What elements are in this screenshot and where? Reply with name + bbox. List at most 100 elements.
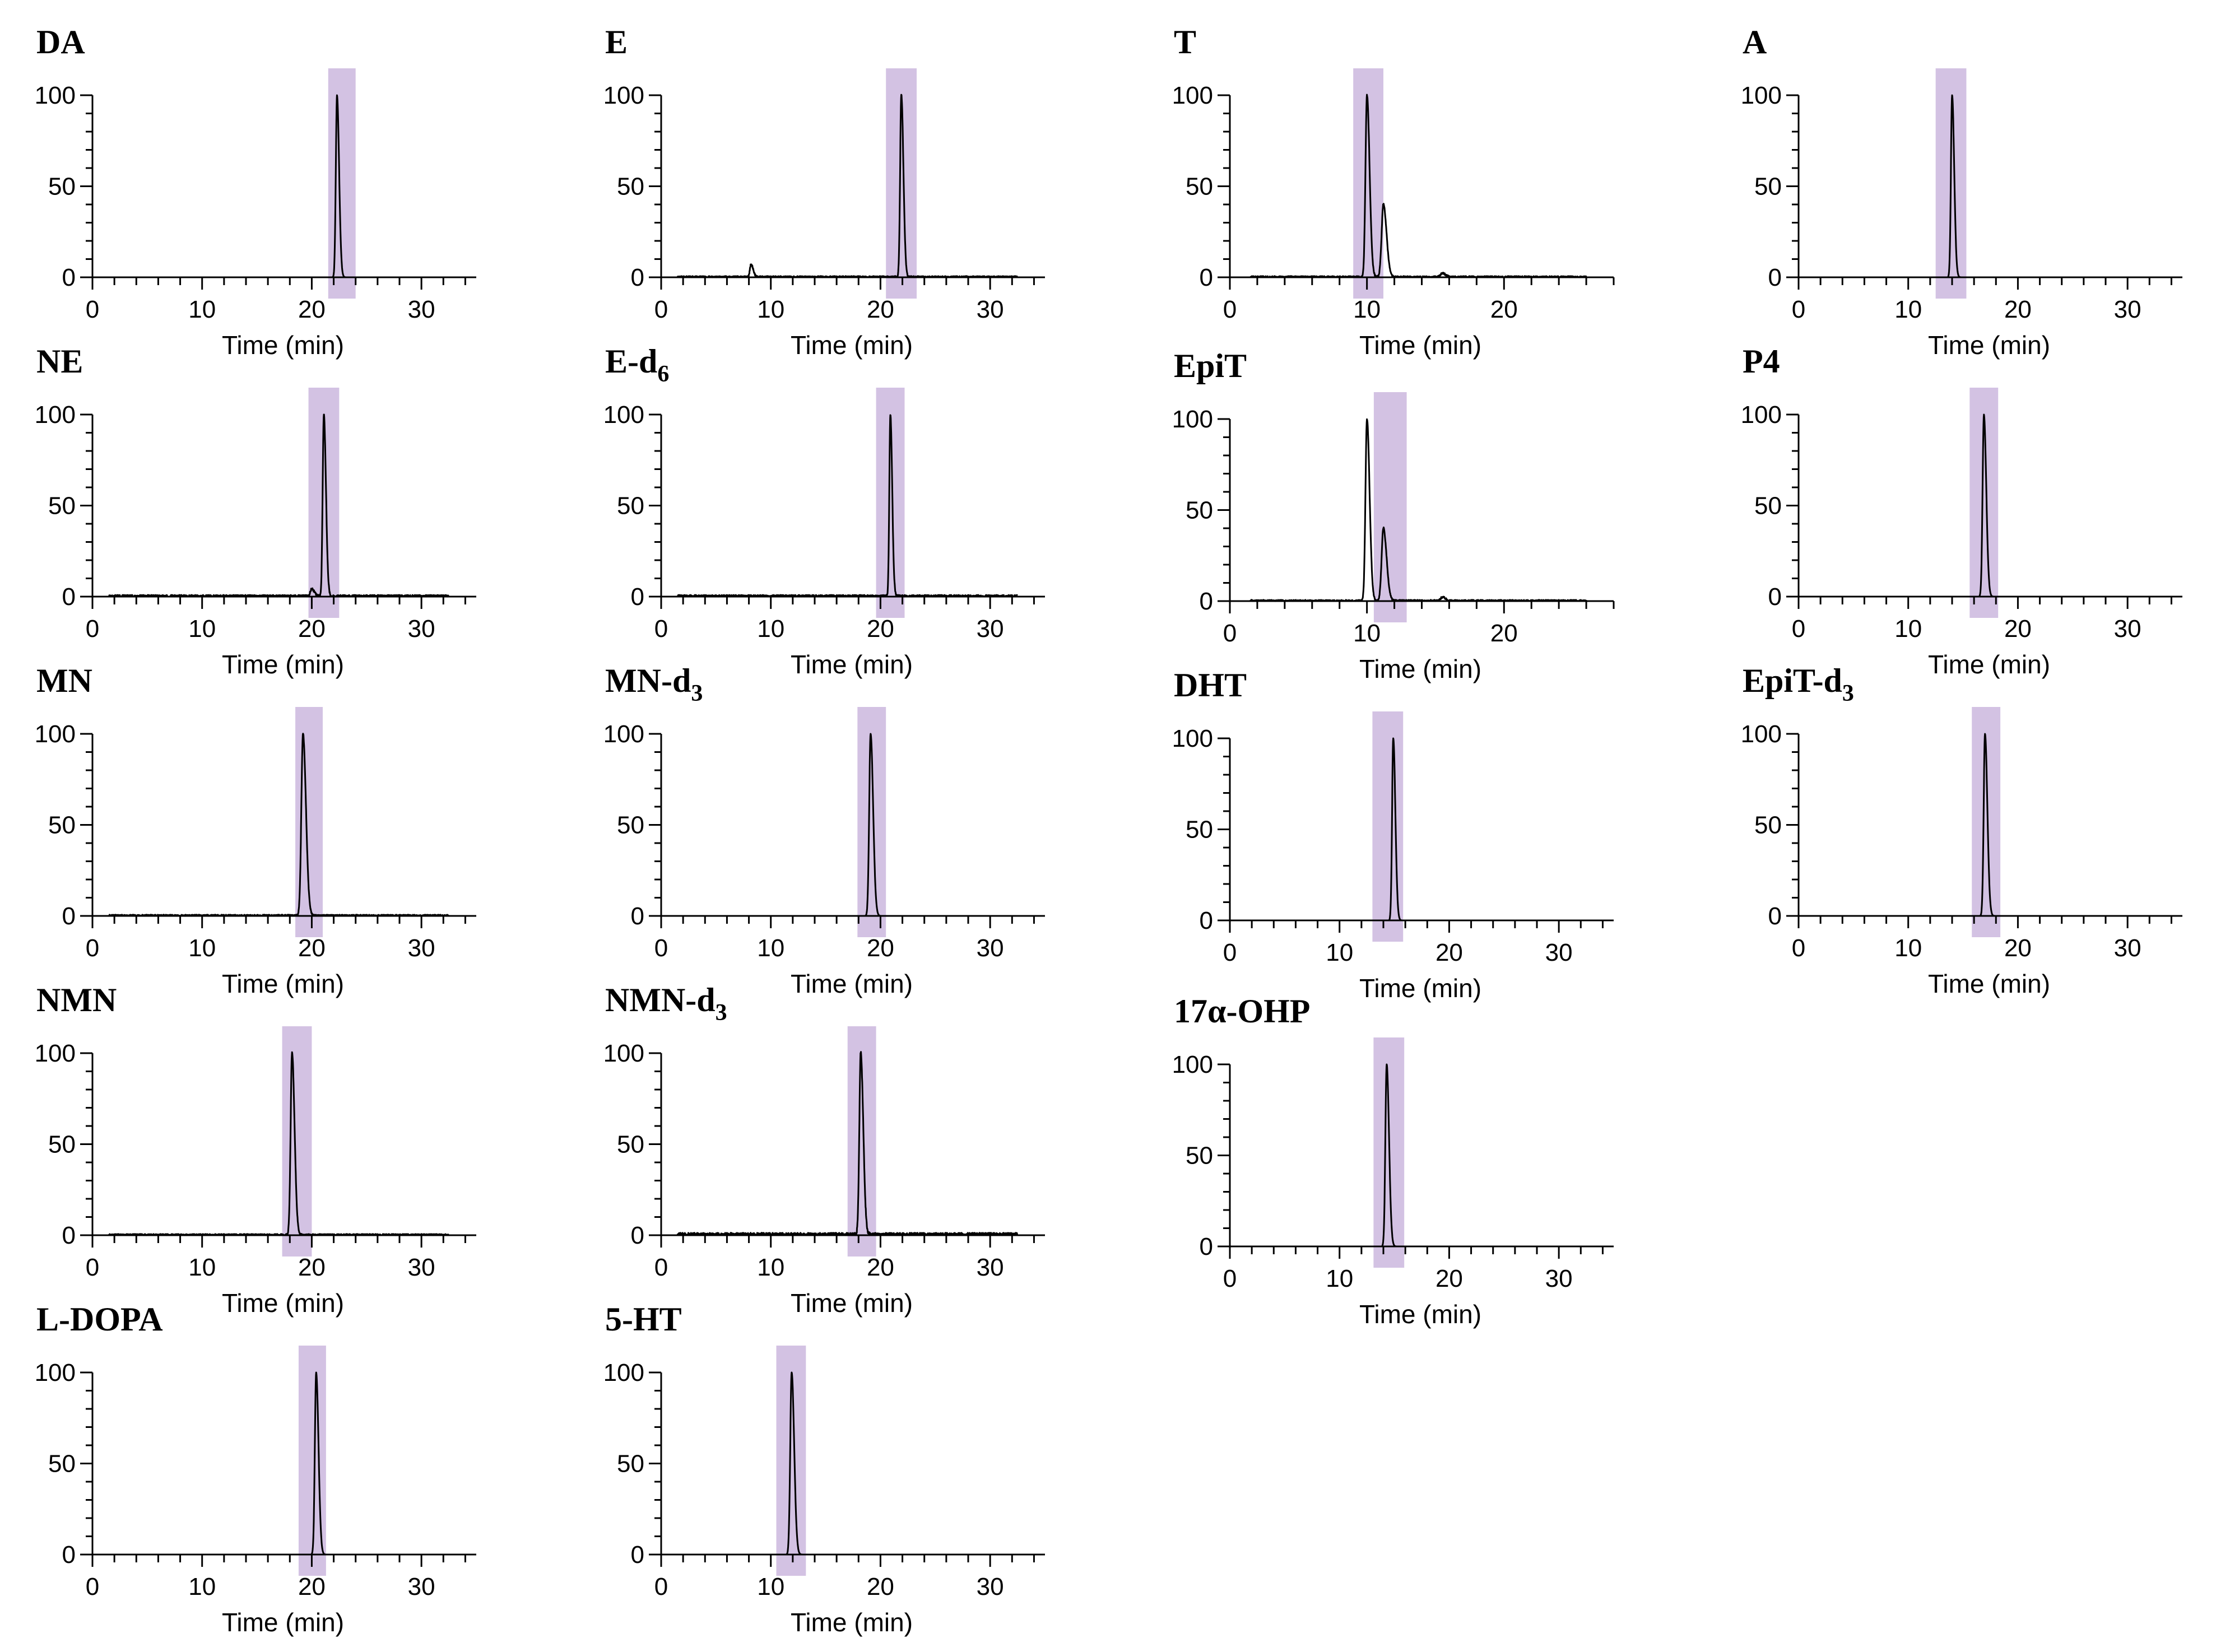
x-axis-title: Time (min) <box>1928 331 2050 360</box>
x-tick-label: 0 <box>654 615 668 643</box>
x-axis-title: Time (min) <box>222 1608 344 1637</box>
chromatogram-trace <box>108 733 450 917</box>
y-tick-label: 50 <box>617 1450 644 1478</box>
panel-title: E-d6 <box>605 343 669 387</box>
panel-title-main: MN-d <box>605 662 691 699</box>
x-tick-label: 30 <box>2114 296 2141 323</box>
x-tick-label: 30 <box>1545 939 1573 966</box>
y-tick-label: 100 <box>1172 406 1213 433</box>
x-tick-label: 10 <box>1894 615 1922 643</box>
chart-panel-A: A 0 50 100 0 10 20 30 Time (min) <box>1741 24 2182 360</box>
y-tick-label: 100 <box>35 82 76 109</box>
y-tick-label: 0 <box>1200 1233 1213 1260</box>
panel-title: MN <box>36 662 92 699</box>
y-tick-label: 0 <box>631 264 644 291</box>
x-tick-label: 0 <box>1792 296 1805 323</box>
x-axis-title: Time (min) <box>1359 654 1481 683</box>
chart-panel-5-HT: 5-HT 0 50 100 0 10 20 30 Time (min) <box>603 1301 1045 1637</box>
x-axis-title: Time (min) <box>222 1288 344 1318</box>
x-tick-label: 10 <box>188 1254 216 1281</box>
x-tick-label: 20 <box>298 1254 326 1281</box>
y-tick-label: 100 <box>35 720 76 748</box>
x-tick-label: 0 <box>1792 934 1805 962</box>
panel-title-subscript: 6 <box>657 361 669 387</box>
panel-title-main: EpiT <box>1174 347 1247 384</box>
y-tick-label: 100 <box>603 1359 644 1386</box>
x-tick-label: 20 <box>2004 615 2032 643</box>
x-tick-label: 10 <box>757 934 784 962</box>
panel-title-main: NMN <box>36 981 117 1018</box>
x-tick-label: 0 <box>86 1254 99 1281</box>
x-tick-label: 0 <box>86 934 99 962</box>
chart-panel-DHT: DHT 0 50 100 0 10 20 30 Time (min) <box>1172 667 1614 1003</box>
panel-title-main: E <box>605 24 628 61</box>
chart-panel-L-DOPA: L-DOPA 0 50 100 0 10 20 30 Time (min) <box>35 1301 476 1637</box>
x-tick-label: 30 <box>977 934 1004 962</box>
x-tick-label: 20 <box>1490 296 1518 323</box>
y-tick-label: 50 <box>1754 492 1782 520</box>
chart-panel-MN: MN 0 50 100 0 10 20 30 Time (min) <box>35 662 476 998</box>
x-tick-label: 20 <box>867 934 894 962</box>
y-tick-label: 50 <box>1186 1142 1213 1170</box>
x-tick-label: 10 <box>757 1573 784 1600</box>
y-tick-label: 0 <box>62 1222 76 1249</box>
x-tick-label: 10 <box>757 1254 784 1281</box>
panel-title-subscript: 3 <box>716 1000 727 1026</box>
x-tick-label: 0 <box>1223 620 1237 647</box>
x-tick-label: 0 <box>654 934 668 962</box>
x-tick-label: 30 <box>977 615 1004 643</box>
x-tick-label: 10 <box>188 296 216 323</box>
x-tick-label: 20 <box>867 1254 894 1281</box>
x-tick-label: 30 <box>408 1573 435 1600</box>
panel-title-main: NMN-d <box>605 981 716 1018</box>
y-tick-label: 0 <box>631 1541 644 1569</box>
x-tick-label: 20 <box>1435 1265 1463 1292</box>
x-tick-label: 20 <box>2004 934 2032 962</box>
x-axis-title: Time (min) <box>222 650 344 679</box>
x-tick-label: 10 <box>188 615 216 643</box>
x-axis-title: Time (min) <box>1928 650 2050 679</box>
y-tick-label: 100 <box>603 720 644 748</box>
panel-title: NE <box>36 343 83 380</box>
x-tick-label: 20 <box>298 296 326 323</box>
x-tick-label: 30 <box>2114 934 2141 962</box>
y-tick-label: 100 <box>603 401 644 429</box>
panel-title: MN-d3 <box>605 662 703 706</box>
y-tick-label: 0 <box>1768 902 1782 930</box>
chromatogram-trace <box>108 413 450 598</box>
y-tick-label: 0 <box>1200 264 1213 291</box>
panel-title: 5-HT <box>605 1301 682 1338</box>
panel-title: DA <box>36 24 85 61</box>
x-tick-label: 20 <box>298 615 326 643</box>
x-tick-label: 0 <box>86 1573 99 1600</box>
y-tick-label: 100 <box>1172 725 1213 752</box>
y-tick-label: 50 <box>617 492 644 520</box>
x-tick-label: 10 <box>1894 296 1922 323</box>
y-tick-label: 100 <box>1741 82 1782 109</box>
chart-panel-NMN: NMN 0 50 100 0 10 20 30 Time (min) <box>35 981 476 1318</box>
y-tick-label: 50 <box>48 173 76 201</box>
x-axis-title: Time (min) <box>791 331 913 360</box>
x-tick-label: 30 <box>408 934 435 962</box>
chart-panel-DA: DA 0 50 100 0 10 20 30 Time (min) <box>35 24 476 360</box>
y-tick-label: 50 <box>48 812 76 839</box>
y-tick-label: 0 <box>631 583 644 611</box>
x-tick-label: 10 <box>1353 296 1381 323</box>
panel-title-main: L-DOPA <box>36 1301 163 1338</box>
x-tick-label: 20 <box>867 296 894 323</box>
chart-panel-E: E 0 50 100 0 10 20 30 Time (min) <box>603 24 1045 360</box>
panel-title-main: T <box>1174 24 1196 61</box>
x-tick-label: 20 <box>1490 620 1518 647</box>
y-tick-label: 100 <box>35 1359 76 1386</box>
x-tick-label: 0 <box>1792 615 1805 643</box>
x-tick-label: 10 <box>1326 939 1353 966</box>
panel-title: P4 <box>1743 343 1780 380</box>
x-tick-label: 30 <box>408 296 435 323</box>
panel-title-main: DA <box>36 24 85 61</box>
y-tick-label: 50 <box>48 1131 76 1158</box>
y-tick-label: 100 <box>1741 401 1782 429</box>
